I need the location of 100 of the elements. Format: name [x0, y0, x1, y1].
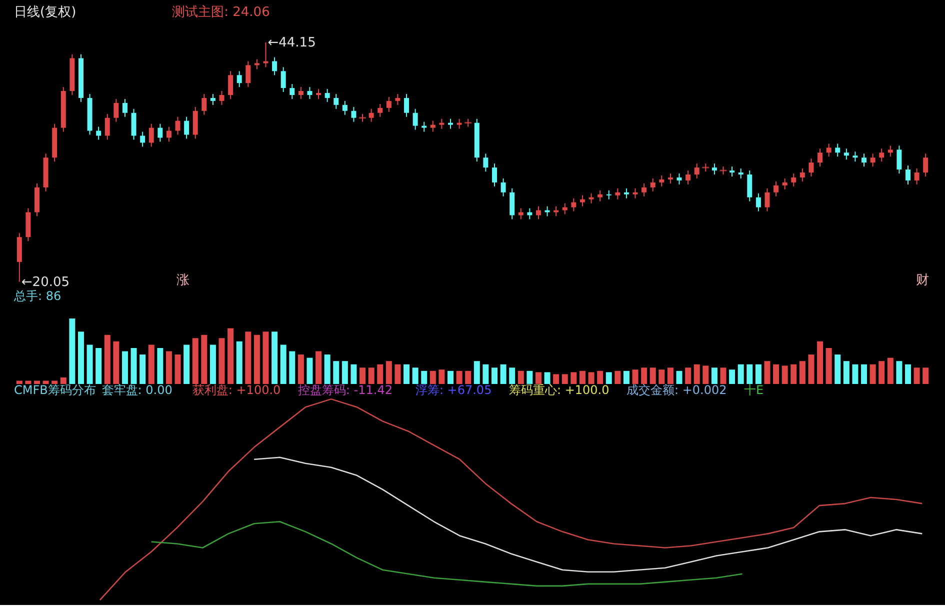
- candlestick: [510, 188, 515, 220]
- candlestick: [668, 172, 673, 184]
- candlestick: [439, 118, 444, 130]
- bar: [861, 364, 868, 384]
- bar: [773, 364, 780, 384]
- bar: [614, 370, 621, 384]
- candlestick: [774, 180, 779, 197]
- candlestick: [800, 168, 805, 182]
- bar: [113, 341, 120, 384]
- bar: [650, 368, 656, 384]
- bar: [711, 368, 718, 384]
- bar: [702, 366, 709, 384]
- annotation: 成交金额: +0.002: [626, 383, 727, 397]
- candlestick: [404, 93, 410, 118]
- candlestick: [192, 106, 198, 140]
- candlestick: [588, 192, 594, 204]
- bar: [289, 351, 296, 384]
- bar: [16, 380, 22, 384]
- candlestick: [351, 106, 356, 122]
- bar: [184, 344, 190, 384]
- annotation: 浮筹: +67.05: [415, 383, 492, 397]
- candlestick: [896, 145, 902, 174]
- bar: [60, 377, 66, 384]
- candlestick: [324, 88, 330, 102]
- candlestick: [650, 178, 656, 192]
- bar: [421, 370, 428, 384]
- bar: [201, 334, 208, 384]
- bar: [588, 372, 594, 384]
- candlestick: [694, 163, 700, 179]
- bar: [236, 341, 242, 384]
- bar: [474, 361, 480, 384]
- bar: [130, 348, 137, 384]
- bar: [245, 332, 252, 384]
- candlestick: [764, 188, 770, 212]
- bar: [368, 368, 374, 384]
- candlestick: [756, 192, 761, 212]
- candlestick: [483, 153, 488, 172]
- bar: [78, 332, 84, 384]
- bar: [280, 344, 286, 384]
- candlestick: [738, 168, 744, 179]
- candlestick: [166, 126, 172, 142]
- bar: [192, 338, 198, 384]
- bar: [914, 368, 920, 384]
- bar: [632, 370, 638, 384]
- bar: [482, 364, 489, 384]
- candlestick: [852, 151, 858, 162]
- bar: [667, 368, 674, 384]
- candlestick: [290, 84, 295, 100]
- bar: [738, 364, 744, 384]
- bar: [878, 361, 885, 384]
- bar: [448, 370, 454, 384]
- bar: [342, 361, 348, 384]
- bar: [96, 348, 102, 384]
- bar: [86, 344, 93, 384]
- bar: [720, 368, 726, 384]
- candlestick: [659, 174, 664, 187]
- candlestick: [334, 93, 339, 110]
- bar: [262, 332, 269, 384]
- bar: [606, 372, 612, 384]
- bar: [535, 372, 542, 384]
- bar: [790, 364, 797, 384]
- candlestick: [544, 206, 550, 217]
- candlestick: [782, 178, 788, 190]
- candlestick: [96, 126, 102, 140]
- candlestick: [342, 100, 348, 116]
- candlestick: [236, 70, 242, 88]
- candlestick: [386, 96, 392, 112]
- candlestick: [131, 108, 136, 140]
- bar: [782, 366, 788, 384]
- bar: [218, 338, 225, 384]
- bar: [491, 368, 498, 384]
- annotation: 财: [916, 273, 929, 288]
- chart-subtitle: 测试主图: 24.06: [172, 4, 270, 20]
- candlestick: [580, 194, 585, 207]
- bar: [210, 344, 216, 384]
- annotation: 筹码重心: +100.0: [508, 383, 610, 397]
- bar: [306, 358, 313, 384]
- bar: [870, 364, 876, 384]
- annotation: CMFB筹码分布: [14, 383, 96, 397]
- candlestick: [219, 90, 224, 106]
- candlestick: [914, 168, 920, 185]
- candlestick: [870, 153, 876, 168]
- candlestick: [175, 116, 180, 136]
- bar: [887, 358, 894, 384]
- bar: [430, 370, 436, 384]
- candlestick: [818, 148, 823, 168]
- candlestick: [791, 172, 796, 187]
- candlestick: [642, 182, 647, 197]
- bar: [456, 370, 462, 384]
- bar: [465, 370, 472, 384]
- candlestick: [316, 88, 322, 100]
- bar: [350, 364, 357, 384]
- bar: [412, 368, 418, 384]
- bar: [157, 348, 164, 384]
- candlestick: [378, 103, 383, 118]
- bar: [729, 370, 736, 384]
- candlestick: [298, 86, 304, 100]
- bar: [438, 370, 445, 384]
- candlestick: [184, 116, 190, 140]
- bar: [324, 354, 330, 384]
